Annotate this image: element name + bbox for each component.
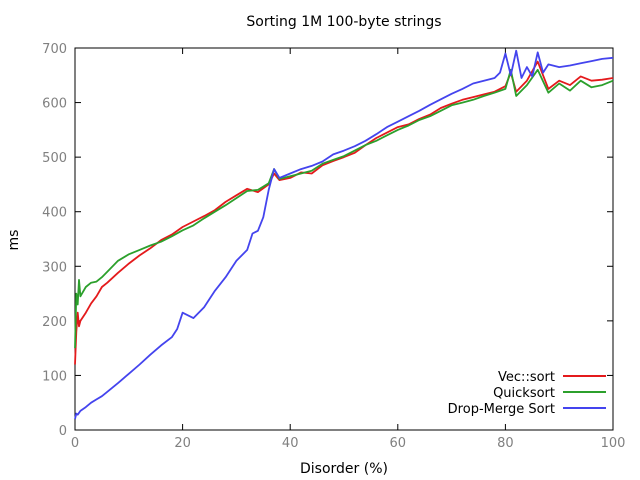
series-lines	[74, 49, 614, 420]
x-tick-label: 40	[282, 436, 299, 451]
legend-label: Drop-Merge Sort	[448, 402, 555, 417]
x-tick-label: 0	[71, 436, 79, 451]
y-tick-label: 0	[59, 424, 67, 439]
plot-frame	[74, 47, 614, 431]
plot-border	[74, 47, 614, 431]
y-tick-label: 600	[42, 97, 67, 112]
y-tick-label: 100	[42, 369, 67, 384]
y-axis: 0 100 200 300 400 500 600 700	[42, 42, 613, 439]
x-tick-label: 100	[601, 436, 626, 451]
series-line-vec-sort	[74, 60, 614, 365]
x-axis-label: Disorder (%)	[300, 461, 388, 477]
series-line-quicksort	[74, 68, 614, 349]
x-tick-label: 80	[497, 436, 514, 451]
x-axis: 0 20 40 60 80 100	[71, 48, 626, 451]
x-tick-label: 20	[174, 436, 191, 451]
y-tick-label: 300	[42, 260, 67, 275]
chart-title: Sorting 1M 100-byte strings	[246, 14, 441, 30]
legend-label: Vec::sort	[498, 370, 555, 385]
x-tick-label: 60	[390, 436, 407, 451]
y-axis-label: ms	[6, 230, 22, 251]
y-tick-label: 500	[42, 151, 67, 166]
y-tick-label: 700	[42, 42, 67, 57]
y-tick-label: 400	[42, 206, 67, 221]
series-line-drop-merge-sort	[74, 49, 614, 420]
y-tick-label: 200	[42, 315, 67, 330]
legend-label: Quicksort	[493, 386, 555, 401]
